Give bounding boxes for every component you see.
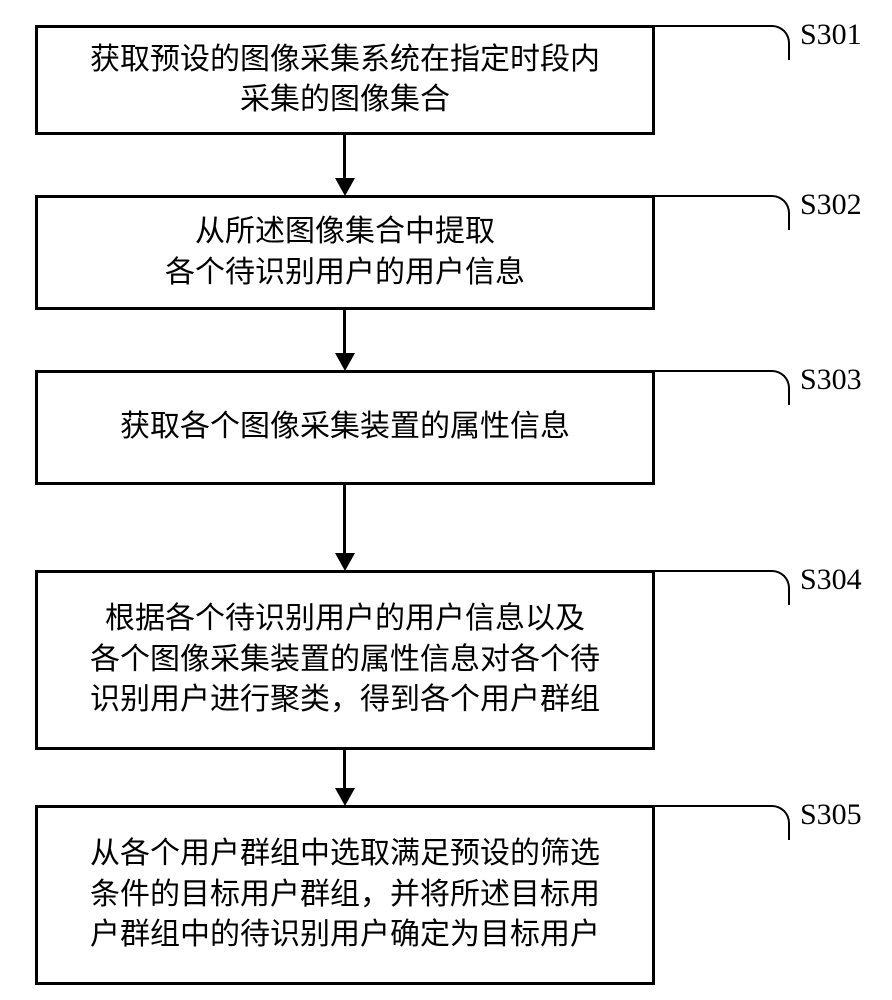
step-label-s303: S303	[800, 363, 862, 397]
arrow-2-3	[335, 353, 355, 371]
step-box-s301: 获取预设的图像采集系统在指定时段内采集的图像集合	[35, 25, 655, 135]
arrow-1-2	[335, 178, 355, 196]
step-box-s305: 从各个用户群组中选取满足预设的筛选条件的目标用户群组，并将所述目标用户群组中的待…	[35, 805, 655, 985]
step-label-s305: S305	[800, 798, 862, 832]
step-text-s302: 从所述图像集合中提取各个待识别用户的用户信息	[165, 212, 525, 293]
step-text-s304: 根据各个待识别用户的用户信息以及各个图像采集装置的属性信息对各个待识别用户进行聚…	[90, 599, 600, 721]
label-connector-s302	[655, 195, 790, 230]
arrow-4-5	[335, 788, 355, 806]
label-connector-s304	[655, 570, 790, 605]
label-connector-s305	[655, 805, 790, 840]
flowchart-container: 获取预设的图像采集系统在指定时段内采集的图像集合 S301 从所述图像集合中提取…	[0, 0, 892, 1000]
arrow-3-4	[335, 553, 355, 571]
label-connector-s303	[655, 370, 790, 405]
connector-4-5	[343, 750, 346, 790]
step-box-s302: 从所述图像集合中提取各个待识别用户的用户信息	[35, 195, 655, 310]
connector-2-3	[343, 310, 346, 355]
label-connector-s301	[655, 25, 790, 60]
step-text-s303: 获取各个图像采集装置的属性信息	[120, 407, 570, 448]
step-label-s302: S302	[800, 188, 862, 222]
connector-1-2	[343, 135, 346, 180]
step-label-s304: S304	[800, 563, 862, 597]
step-text-s301: 获取预设的图像采集系统在指定时段内采集的图像集合	[90, 40, 600, 121]
step-box-s303: 获取各个图像采集装置的属性信息	[35, 370, 655, 485]
step-text-s305: 从各个用户群组中选取满足预设的筛选条件的目标用户群组，并将所述目标用户群组中的待…	[90, 834, 600, 956]
connector-3-4	[343, 485, 346, 555]
step-box-s304: 根据各个待识别用户的用户信息以及各个图像采集装置的属性信息对各个待识别用户进行聚…	[35, 570, 655, 750]
step-label-s301: S301	[800, 18, 862, 52]
